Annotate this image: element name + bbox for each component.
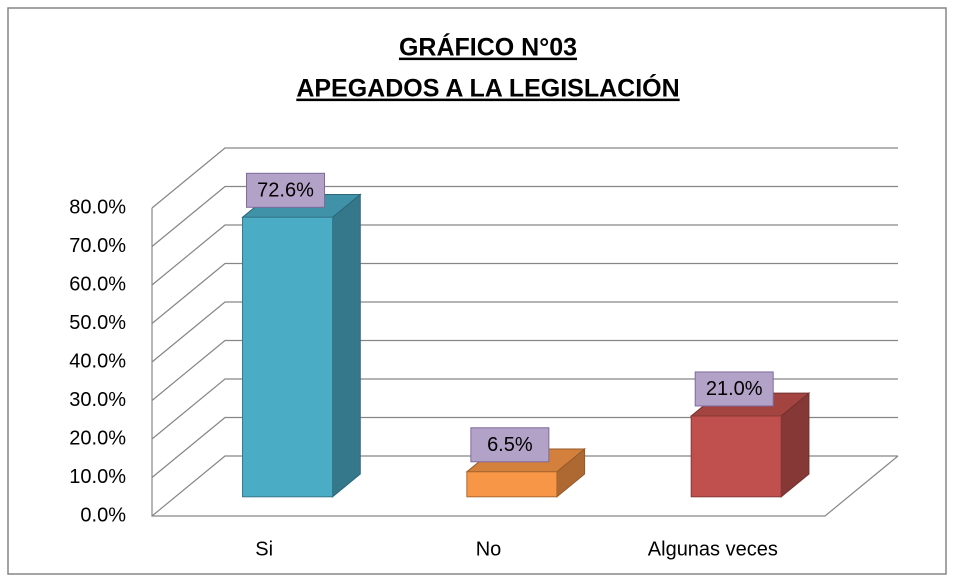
data-label: 21.0% [706, 378, 763, 400]
floor-edge [151, 208, 899, 517]
x-tick-label: Si [255, 538, 273, 560]
y-tick-label: 10.0% [69, 466, 126, 488]
y-tick-label: 30.0% [69, 389, 126, 411]
data-label-box [694, 371, 774, 407]
grid-line [151, 224, 898, 286]
chart-subtitle: APEGADOS A LA LEGISLACIÓN [296, 73, 679, 103]
y-tick-label: 80.0% [69, 196, 126, 218]
y-tick-label: 20.0% [69, 427, 126, 449]
bar [690, 415, 782, 498]
data-label-box [470, 427, 550, 463]
grid-line [151, 339, 898, 401]
grid-line [151, 301, 898, 363]
grid-line [151, 416, 898, 478]
y-tick-label: 60.0% [69, 273, 126, 295]
grid-line [151, 378, 898, 440]
grid-line [151, 147, 898, 209]
x-tick-label: Algunas veces [648, 538, 778, 560]
x-tick-label: No [476, 538, 502, 560]
chart-title: GRÁFICO N°03 [399, 33, 577, 62]
y-tick-label: 0.0% [80, 504, 126, 526]
bar [242, 216, 334, 498]
grid-line [151, 262, 898, 324]
grid-line [151, 455, 898, 517]
y-tick-label: 50.0% [69, 312, 126, 334]
data-label: 6.5% [487, 434, 533, 456]
data-label-box [246, 172, 326, 208]
bar [466, 471, 558, 498]
data-label: 72.6% [257, 180, 314, 202]
grid-line [151, 185, 898, 247]
y-tick-label: 40.0% [69, 350, 126, 372]
y-tick-label: 70.0% [69, 235, 126, 257]
bar-side [332, 193, 361, 498]
